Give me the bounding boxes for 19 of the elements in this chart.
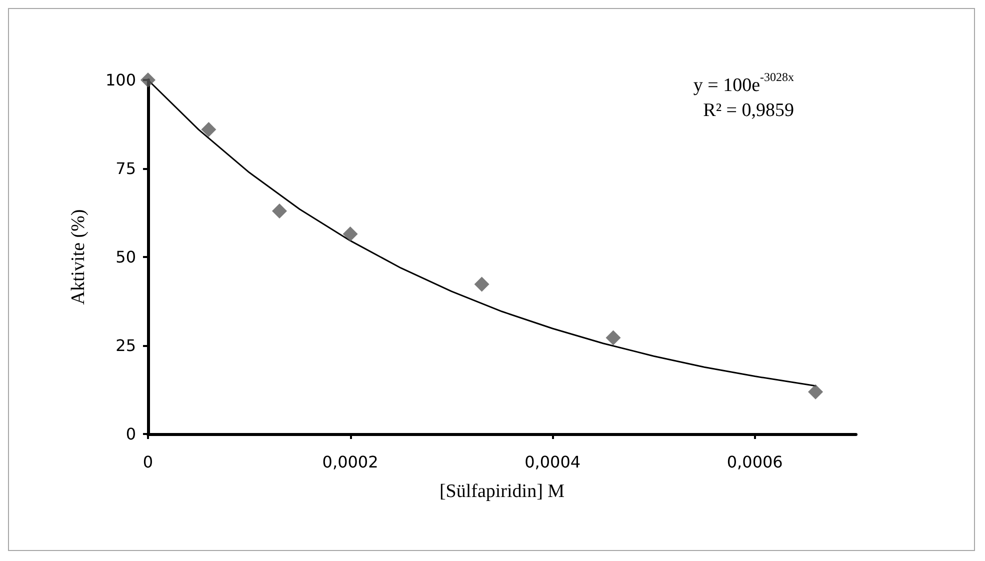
y-tick-label: 100 xyxy=(105,70,136,90)
x-axis-title: [Sülfapiridin] M xyxy=(439,481,565,502)
point xyxy=(342,226,358,242)
x-tick-label: 0,0006 xyxy=(726,452,783,472)
x-tick-label: 0,0002 xyxy=(322,452,378,472)
y-tick-label: 25 xyxy=(116,336,136,355)
point xyxy=(201,122,216,138)
point xyxy=(808,384,824,400)
x-tick-label: 0 xyxy=(142,452,154,472)
point xyxy=(140,72,156,88)
y-tick-label: 75 xyxy=(116,159,136,178)
annotation: R² = 0,9859 xyxy=(703,100,794,121)
point xyxy=(474,276,490,292)
y-tick-label: 0 xyxy=(126,424,136,444)
y-tick-label: 50 xyxy=(116,248,136,266)
point xyxy=(272,203,287,218)
x-tick-label: 0,0004 xyxy=(524,452,581,472)
point xyxy=(606,330,621,346)
y-axis-title: Aktivite (%) xyxy=(68,209,89,305)
